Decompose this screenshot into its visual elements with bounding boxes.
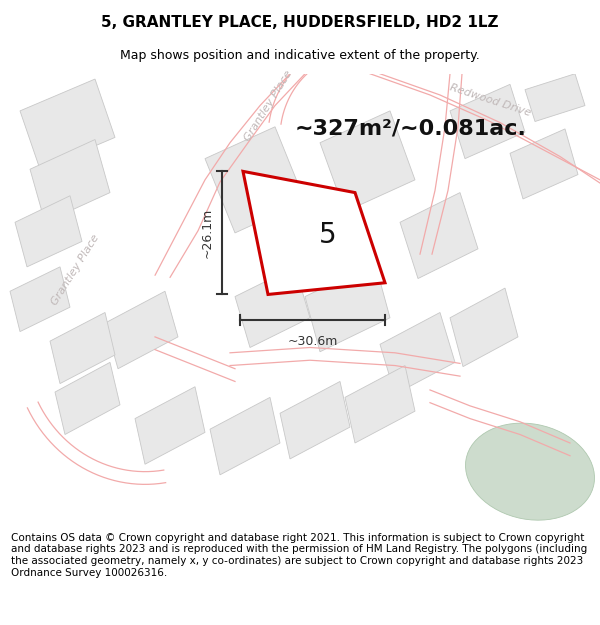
Text: Contains OS data © Crown copyright and database right 2021. This information is : Contains OS data © Crown copyright and d… bbox=[11, 533, 587, 578]
Polygon shape bbox=[320, 111, 415, 212]
Polygon shape bbox=[243, 171, 385, 294]
Text: ~327m²/~0.081ac.: ~327m²/~0.081ac. bbox=[295, 119, 527, 139]
Polygon shape bbox=[305, 262, 390, 352]
Polygon shape bbox=[345, 366, 415, 443]
Text: 5: 5 bbox=[319, 221, 337, 249]
Polygon shape bbox=[450, 288, 518, 367]
Ellipse shape bbox=[466, 423, 595, 520]
Text: Grantley Place: Grantley Place bbox=[242, 68, 294, 142]
Polygon shape bbox=[450, 84, 525, 159]
Polygon shape bbox=[20, 79, 115, 169]
Polygon shape bbox=[380, 312, 455, 394]
Polygon shape bbox=[400, 192, 478, 279]
Text: Map shows position and indicative extent of the property.: Map shows position and indicative extent… bbox=[120, 49, 480, 62]
Polygon shape bbox=[15, 196, 82, 267]
Text: Grantley Place: Grantley Place bbox=[49, 233, 101, 308]
Polygon shape bbox=[525, 74, 585, 121]
Polygon shape bbox=[135, 387, 205, 464]
Text: 5, GRANTLEY PLACE, HUDDERSFIELD, HD2 1LZ: 5, GRANTLEY PLACE, HUDDERSFIELD, HD2 1LZ bbox=[101, 14, 499, 29]
Text: Redwood Drive: Redwood Drive bbox=[448, 82, 532, 118]
Polygon shape bbox=[235, 267, 310, 348]
Polygon shape bbox=[510, 129, 578, 199]
Polygon shape bbox=[55, 362, 120, 434]
Polygon shape bbox=[205, 127, 305, 233]
Text: ~26.1m: ~26.1m bbox=[201, 208, 214, 258]
Polygon shape bbox=[105, 291, 178, 369]
Polygon shape bbox=[280, 381, 350, 459]
Polygon shape bbox=[30, 139, 110, 222]
Text: ~30.6m: ~30.6m bbox=[287, 335, 338, 348]
Polygon shape bbox=[10, 267, 70, 332]
Polygon shape bbox=[210, 398, 280, 475]
Polygon shape bbox=[50, 312, 115, 384]
